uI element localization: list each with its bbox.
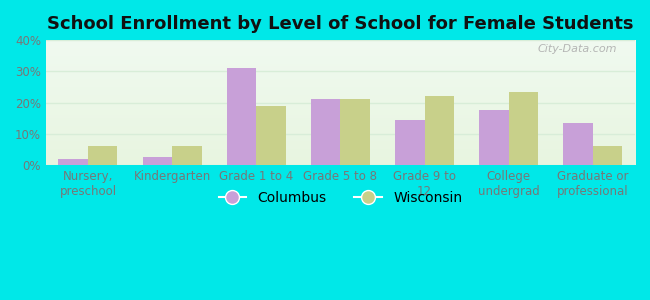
Bar	[424, 96, 454, 165]
Bar	[564, 123, 593, 165]
Text: City-Data.com: City-Data.com	[538, 44, 618, 54]
Bar	[311, 99, 341, 165]
Bar	[593, 146, 623, 165]
Bar	[341, 99, 370, 165]
Bar	[256, 106, 286, 165]
Bar	[227, 68, 256, 165]
Bar	[395, 120, 424, 165]
Bar	[58, 159, 88, 165]
Title: School Enrollment by Level of School for Female Students: School Enrollment by Level of School for…	[47, 15, 634, 33]
Bar	[172, 146, 202, 165]
Legend: Columbus, Wisconsin: Columbus, Wisconsin	[213, 185, 468, 210]
Bar	[88, 146, 118, 165]
Bar	[142, 157, 172, 165]
Bar	[479, 110, 509, 165]
Bar	[509, 92, 538, 165]
